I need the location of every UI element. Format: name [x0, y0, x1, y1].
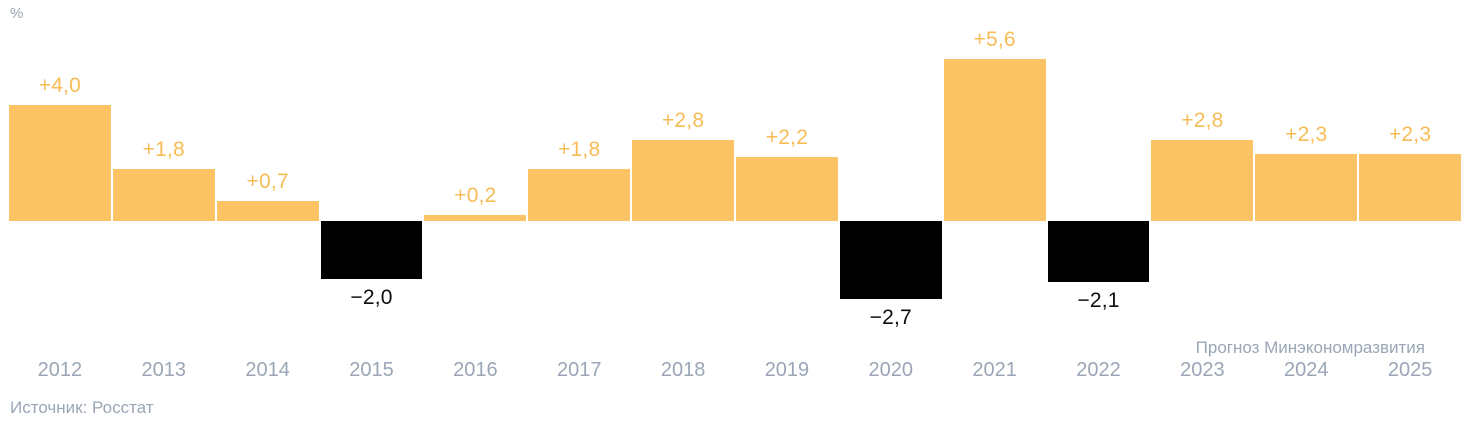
bar-column-2012: +4,0 — [8, 0, 112, 340]
bar-column-2015: −2,0 — [320, 0, 424, 340]
value-label-2014: +0,7 — [246, 170, 289, 193]
bar-column-2017: +1,8 — [527, 0, 631, 340]
x-axis-label-2012: 2012 — [37, 359, 83, 381]
x-axis-label-2013: 2013 — [141, 359, 187, 381]
value-label-2022: −2,1 — [1077, 289, 1120, 312]
value-label-2025: +2,3 — [1388, 123, 1432, 146]
bar-column-2025: +2,3 — [1358, 0, 1462, 340]
value-label-2024: +2,3 — [1285, 123, 1328, 146]
x-axis-label-2019: 2019 — [764, 359, 810, 381]
bar-2016 — [424, 215, 527, 221]
bar-column-2023: +2,8 — [1150, 0, 1254, 340]
value-label-2020: −2,7 — [869, 306, 912, 329]
bar-2023 — [1151, 140, 1254, 221]
bar-2015 — [320, 221, 423, 279]
x-axis-label-2014: 2014 — [245, 359, 290, 381]
bar-2019 — [736, 157, 838, 221]
bar-column-2022: −2,1 — [1047, 0, 1151, 340]
bar-column-2020: −2,7 — [839, 0, 943, 340]
value-label-2015: −2,0 — [350, 286, 393, 309]
plot-area: +4,0 +1,8 +0,7 −2,0 +0,2 +1,8 +2,8 +2,2 −2,7 +5,6… — [8, 0, 1462, 340]
value-label-2013: +1,8 — [142, 138, 185, 161]
source-note: Источник: Росстат — [10, 398, 154, 417]
bar-2025 — [1359, 154, 1462, 221]
y-axis-unit-label: % — [10, 5, 24, 22]
bar-2012 — [9, 105, 111, 221]
bar-column-2024: +2,3 — [1254, 0, 1358, 340]
x-axis-label-2025: 2025 — [1387, 359, 1433, 381]
value-label-2012: +4,0 — [38, 74, 82, 97]
bar-2018 — [632, 140, 735, 221]
bar-2014 — [216, 201, 319, 221]
bar-column-2018: +2,8 — [631, 0, 735, 340]
x-axis-label-2016: 2016 — [453, 359, 498, 381]
bar-2013 — [112, 169, 215, 221]
forecast-annotation: Прогноз Минэкономразвития — [1195, 338, 1425, 357]
x-axis-label-2018: 2018 — [660, 359, 706, 381]
value-label-2016: +0,2 — [454, 184, 497, 207]
x-axis-label-2023: 2023 — [1180, 359, 1225, 381]
bar-column-2021: +5,6 — [943, 0, 1047, 340]
value-label-2023: +2,8 — [1181, 109, 1224, 132]
x-axis-label-2022: 2022 — [1076, 359, 1121, 381]
bar-column-2014: +0,7 — [216, 0, 320, 340]
x-axis-label-2020: 2020 — [868, 359, 914, 381]
x-axis-label-2024: 2024 — [1283, 359, 1329, 381]
bar-column-2019: +2,2 — [735, 0, 839, 340]
bar-column-2016: +0,2 — [423, 0, 527, 340]
bar-2017 — [528, 169, 631, 221]
x-axis: 2012 2013 2014 2015 2016 2017 2018 2019 2020 2021… — [8, 359, 1462, 381]
value-label-2019: +2,2 — [765, 126, 809, 149]
bar-column-2013: +1,8 — [112, 0, 216, 340]
x-axis-label-2021: 2021 — [972, 359, 1017, 381]
bar-2021 — [943, 59, 1046, 221]
value-label-2017: +1,8 — [558, 138, 601, 161]
bar-2020 — [839, 221, 942, 299]
bar-2022 — [1047, 221, 1150, 282]
x-axis-label-2015: 2015 — [349, 359, 394, 381]
value-label-2021: +5,6 — [973, 28, 1016, 51]
x-axis-label-2017: 2017 — [556, 359, 602, 381]
value-label-2018: +2,8 — [661, 109, 705, 132]
bar-2024 — [1255, 154, 1358, 221]
